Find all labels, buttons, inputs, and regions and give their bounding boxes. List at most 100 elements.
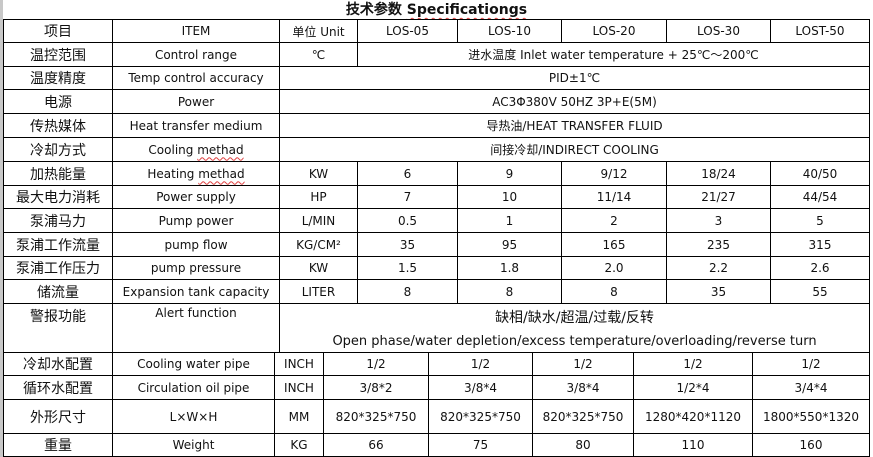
row-label-en: pump pressure — [112, 256, 280, 280]
value-cell: 2.2 — [666, 256, 771, 280]
value-cell: 1/2 — [532, 352, 634, 376]
row-label-en: Power — [112, 89, 280, 114]
row-label-zh: 储流量 — [3, 279, 113, 304]
value-cell: 820*325*750 — [323, 399, 429, 434]
unit-cell-text: ℃ — [311, 47, 326, 62]
value-cell-text: 21/27 — [701, 190, 736, 204]
value-cell-text: 1.8 — [499, 261, 520, 275]
header-cell: 项目 — [3, 19, 113, 43]
value-cell: 165 — [561, 232, 667, 257]
value-cell: 2.0 — [561, 256, 667, 280]
value-cell-text: 1/2*4 — [676, 380, 710, 395]
unit-cell: INCH — [274, 375, 324, 400]
value-cell-text: 1/2 — [573, 357, 593, 371]
value-cell-text: 165 — [602, 237, 626, 252]
value-cell-text: 820*325*750 — [335, 409, 417, 424]
row-label-en: Temp control accuracy — [112, 66, 280, 90]
value-cell-text: 8 — [505, 284, 514, 299]
title-en: Specificationgs — [406, 2, 528, 18]
row-label-zh: 冷却方式 — [3, 137, 113, 162]
row-label-en: Expansion tank capacity — [112, 279, 280, 304]
value-cell-text: 1800*550*1320 — [763, 409, 859, 424]
header-cell: LOS-05 — [357, 19, 458, 43]
value-cell: 1.8 — [457, 256, 562, 280]
value-cell: 1800*550*1320 — [752, 399, 870, 434]
merged-value: 进水温度 Inlet water temperature + 25℃～200℃ — [357, 42, 870, 67]
unit-cell-text: HP — [310, 190, 327, 204]
row-label-zh-text: 传热媒体 — [30, 118, 86, 135]
value-cell: 1280*420*1120 — [633, 399, 753, 434]
value-cell-text: 1.5 — [397, 261, 418, 275]
alert-function-value: 缺相/缺水/超温/过载/反转 Open phase/water depletion… — [279, 303, 870, 353]
value-cell-text: 35 — [399, 237, 416, 252]
merged-value-text: 导热油/HEAT TRANSFER FLUID — [486, 119, 663, 133]
row-label-zh: 泵浦工作压力 — [3, 256, 113, 280]
row-label-en: Alert function — [112, 303, 280, 353]
row-label-en-text: Expansion tank capacity — [122, 284, 270, 299]
merged-value-text: PID±1℃ — [548, 71, 601, 85]
value-cell-text: 315 — [808, 237, 832, 252]
value-cell: 3/8*4 — [428, 375, 533, 400]
value-cell-text: 3/8*4 — [566, 380, 600, 395]
merged-value-text: 进水温度 Inlet water temperature + 25℃～200℃ — [468, 48, 759, 62]
row-label-zh: 温控范围 — [3, 42, 113, 67]
unit-cell: L/MIN — [279, 208, 358, 233]
header-cell: 单位 Unit — [279, 19, 358, 43]
value-cell-text: 0.5 — [397, 213, 418, 228]
row-label-en: Weight — [112, 433, 275, 457]
row-label-en: Heating methad — [112, 161, 280, 186]
row-label-zh: 电源 — [3, 89, 113, 114]
title-zh: 技术参数 — [345, 2, 402, 18]
row-label-en-text: Weight — [172, 438, 215, 452]
value-cell-text: 160 — [799, 438, 823, 452]
row-label-en-text: Heating methad — [147, 166, 245, 181]
value-cell: 0.5 — [357, 208, 458, 233]
merged-value: AC3Φ380V 50HZ 3P+E(5M) — [279, 89, 870, 114]
value-cell: 315 — [770, 232, 870, 257]
value-cell: 1.5 — [357, 256, 458, 280]
value-cell: 3/8*4 — [532, 375, 634, 400]
row-label-zh-text: 电源 — [44, 94, 72, 111]
value-cell: 80 — [532, 433, 634, 457]
value-cell: 9 — [457, 161, 562, 186]
row-label-en-text: Circulation oil pipe — [137, 380, 250, 395]
row-label-zh: 循环水配置 — [3, 375, 113, 400]
value-cell: 11/14 — [561, 185, 667, 209]
row-label-en-text: Pump power — [158, 213, 234, 228]
unit-cell: KG — [274, 433, 324, 457]
value-cell: 3 — [666, 208, 771, 233]
value-cell-text: 55 — [812, 284, 828, 299]
merged-value: 导热油/HEAT TRANSFER FLUID — [279, 113, 870, 138]
value-cell-text: 1/2 — [801, 357, 821, 371]
alert-zh-text: 缺相/缺水/超温/过载/反转 — [495, 310, 654, 327]
row-label-en-text: pump flow — [164, 237, 228, 252]
value-cell: 820*325*750 — [428, 399, 533, 434]
row-label-zh-text: 冷却方式 — [30, 142, 86, 159]
value-cell-text: 44/54 — [802, 190, 838, 204]
row-label-zh-text: 冷却水配置 — [23, 357, 93, 373]
value-cell: 40/50 — [770, 161, 870, 186]
merged-value-text: AC3Φ380V 50HZ 3P+E(5M) — [492, 94, 657, 109]
row-label-zh-text: 加热能量 — [30, 166, 86, 183]
unit-cell-text: L/MIN — [301, 213, 336, 228]
value-cell: 35 — [666, 279, 771, 304]
header-cell-text: LOS-05 — [386, 24, 429, 38]
page-title: 技术参数 Specificationgs — [0, 0, 873, 20]
row-label-zh-text: 泵浦工作流量 — [16, 237, 100, 254]
value-cell: 3/8*2 — [323, 375, 429, 400]
value-cell: 1/2 — [323, 352, 429, 376]
value-cell-text: 3/8*4 — [464, 380, 497, 395]
value-cell: 5 — [770, 208, 870, 233]
row-label-en-text: Temp control accuracy — [128, 71, 264, 85]
value-cell-text: 35 — [710, 284, 727, 299]
value-cell-text: 8 — [610, 284, 618, 299]
value-cell: 44/54 — [770, 185, 870, 209]
value-cell-text: 1/2 — [470, 357, 491, 371]
row-label-en: Pump power — [112, 208, 280, 233]
value-cell: 160 — [752, 433, 870, 457]
value-cell: 235 — [666, 232, 771, 257]
unit-cell: KW — [279, 161, 358, 186]
row-label-en-text: L×W×H — [169, 409, 218, 424]
value-cell-text: 11/14 — [596, 190, 632, 204]
value-cell-text: 1280*420*1120 — [645, 409, 741, 424]
